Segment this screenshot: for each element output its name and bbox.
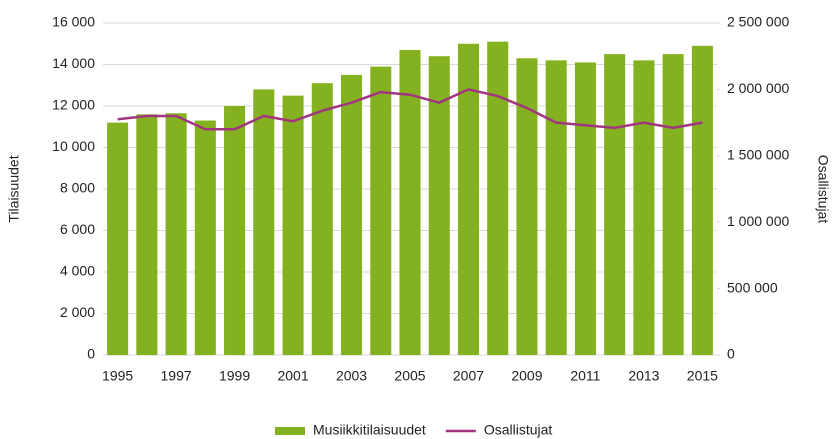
y-tick-label: 2 000: [60, 304, 95, 320]
y-tick-label: 8 000: [60, 180, 95, 196]
x-tick-label: 1995: [102, 368, 133, 384]
bar: [340, 74, 363, 355]
bar: [691, 45, 713, 355]
y-tick-label: 6 000: [60, 221, 95, 237]
y2-tick-label: 0: [727, 346, 735, 362]
bar: [604, 54, 626, 355]
bar: [516, 58, 538, 356]
bar: [107, 122, 129, 355]
bar: [253, 89, 275, 356]
bar: [457, 43, 480, 355]
y-axis-title: Tilaisuudet: [6, 155, 22, 222]
x-tick-label: 2009: [511, 368, 542, 384]
x-tick-label: 1997: [161, 368, 192, 384]
bar: [428, 56, 450, 355]
x-tick-label: 2003: [336, 368, 367, 384]
bar: [282, 95, 304, 355]
y-tick-label: 16 000: [52, 14, 95, 30]
y-tick-label: 12 000: [52, 97, 95, 113]
y2-tick-label: 2 500 000: [727, 14, 789, 30]
bar: [545, 60, 567, 355]
bar: [311, 83, 333, 356]
legend-swatch: [275, 427, 305, 435]
x-tick-label: 2013: [628, 368, 659, 384]
bar: [633, 60, 655, 355]
bar: [370, 66, 392, 355]
bar: [574, 62, 596, 356]
bar: [194, 120, 216, 356]
bar: [399, 49, 421, 355]
legend-label: Musiikkitilaisuudet: [313, 422, 426, 438]
y2-axis-title: Osallistujat: [815, 155, 831, 224]
line: [117, 88, 703, 131]
y2-tick-label: 1 500 000: [727, 147, 789, 163]
x-tick-label: 2005: [394, 368, 425, 384]
y-tick-label: 4 000: [60, 263, 95, 279]
bar: [136, 114, 158, 355]
bar: [165, 113, 187, 355]
x-tick-label: 2011: [570, 368, 600, 384]
x-tick-label: 2007: [453, 368, 484, 384]
y2-tick-label: 2 000 000: [727, 80, 789, 96]
x-tick-label: 2015: [687, 368, 718, 384]
y-tick-label: 0: [87, 346, 95, 362]
bar: [662, 54, 684, 355]
y-tick-label: 14 000: [52, 55, 95, 71]
x-tick-label: 2001: [277, 368, 308, 384]
legend-label: Osallistujat: [484, 422, 553, 438]
bar: [487, 41, 509, 356]
y2-tick-label: 1 000 000: [727, 213, 789, 229]
y2-tick-label: 500 000: [727, 279, 778, 295]
x-tick-label: 1999: [219, 368, 250, 384]
bar: [224, 106, 246, 355]
y-tick-label: 10 000: [52, 138, 95, 154]
